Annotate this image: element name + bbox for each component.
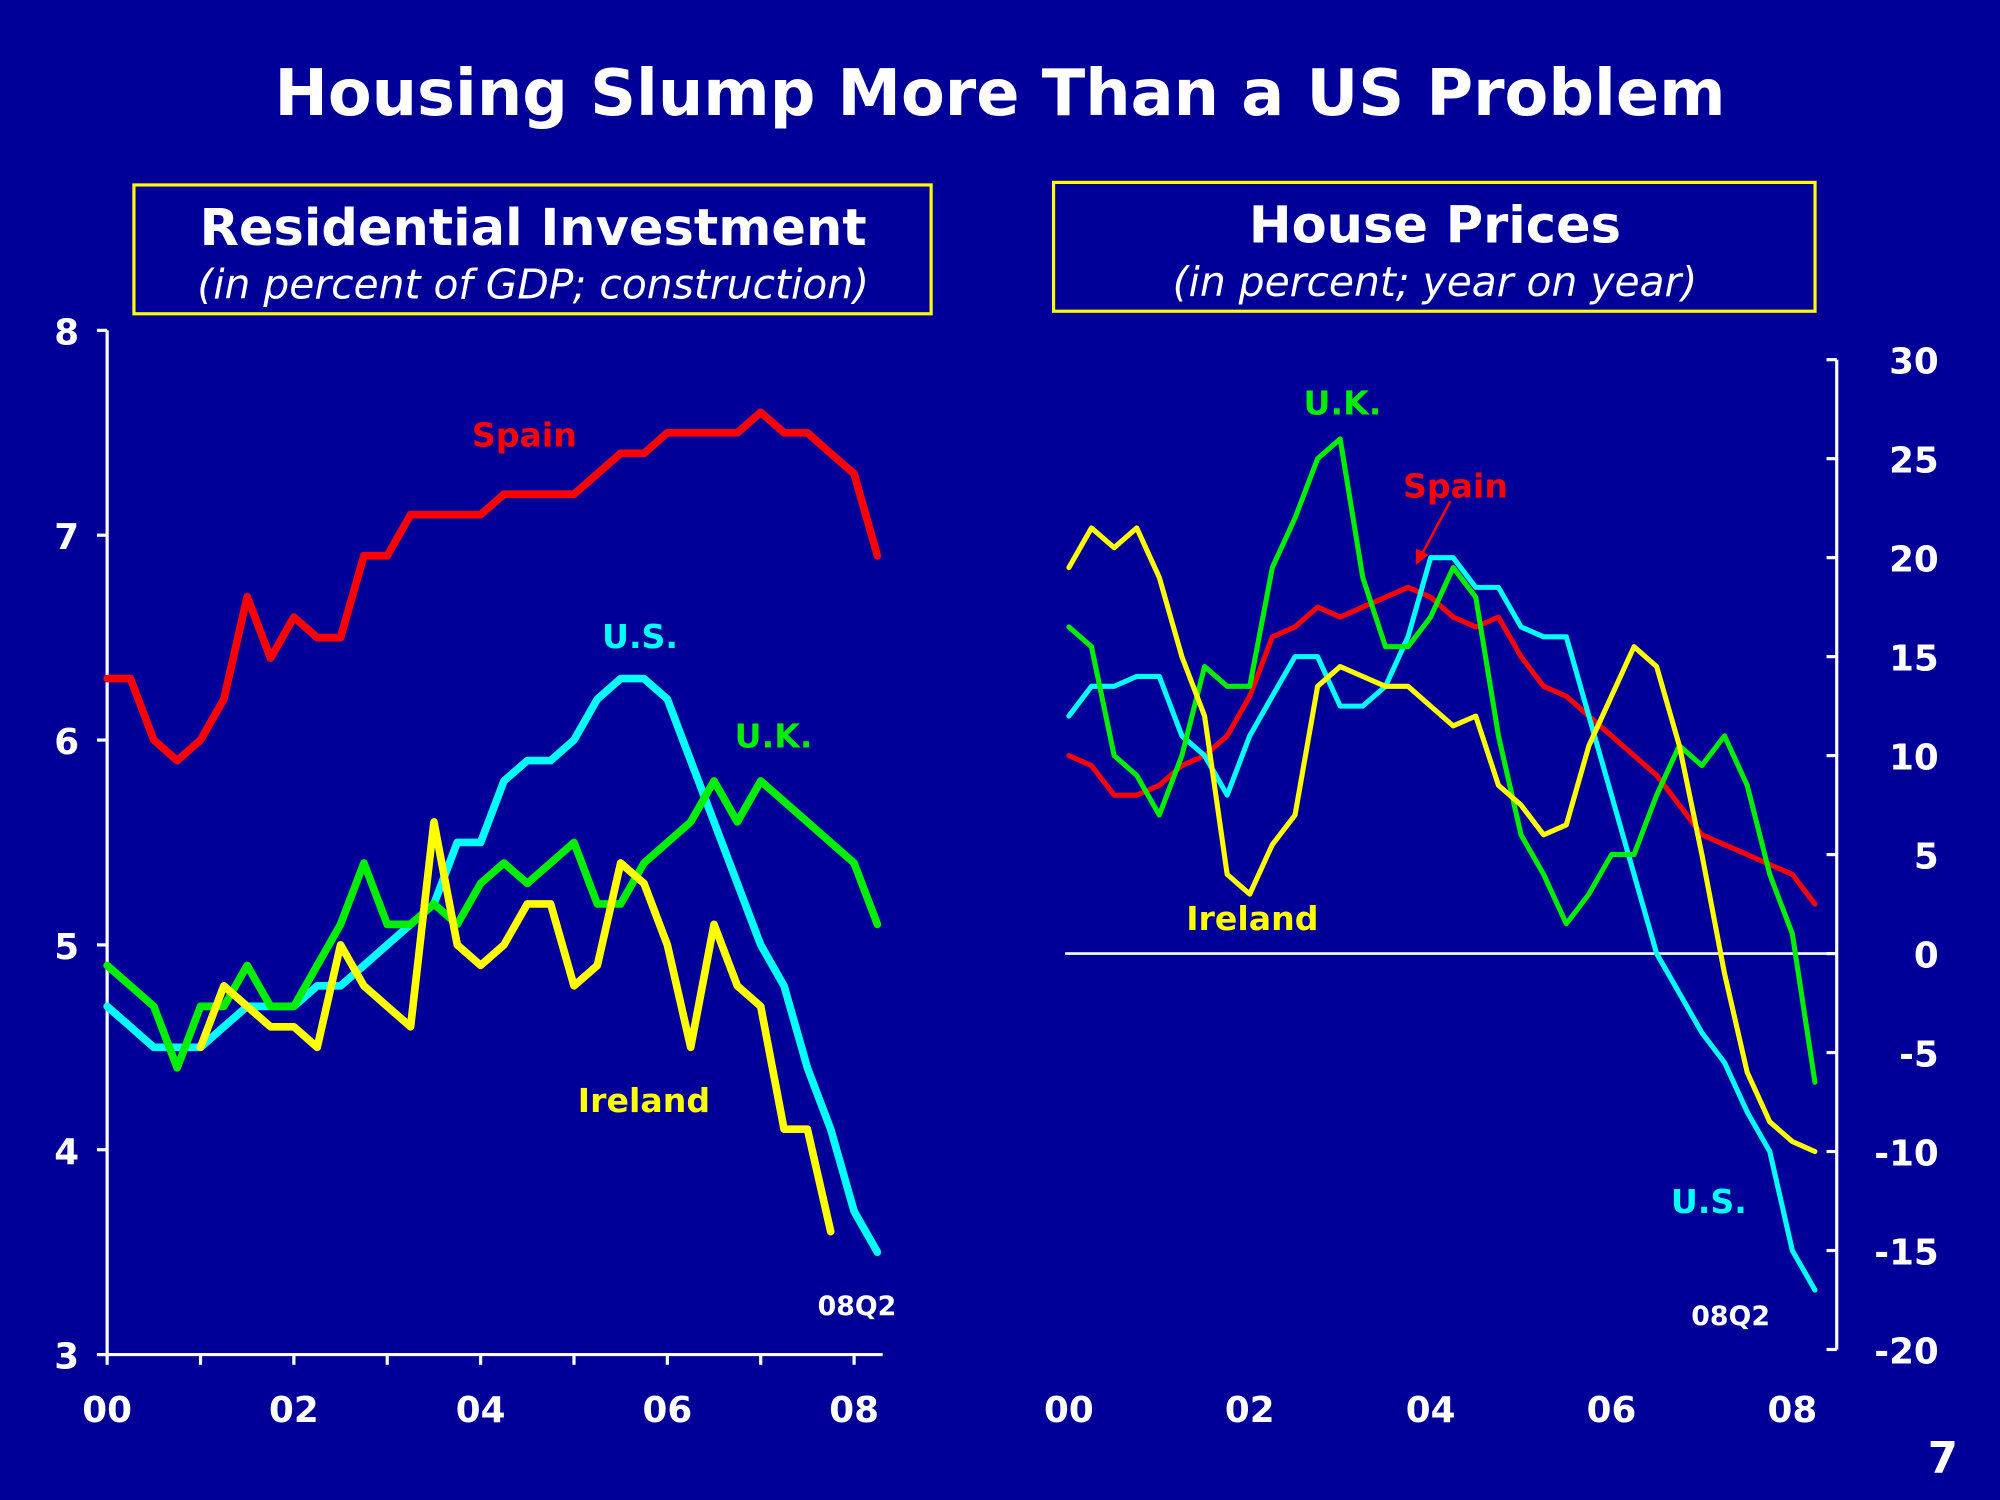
x-tick-label: 06	[1587, 1390, 1637, 1431]
x-tick-label: 02	[269, 1390, 319, 1431]
x-tick-label: 08	[829, 1390, 879, 1431]
y-tick-label: 30	[1889, 342, 1939, 383]
x-tick-label: 04	[456, 1390, 506, 1431]
y-tick-label: 25	[1889, 441, 1939, 482]
right-label-us: U.S.	[1671, 1182, 1747, 1221]
series-line-spain	[1066, 584, 1818, 907]
right-chart: -20 -15 -10 -5 0 5 10 15 20 25 30 00 02 04 06 08	[1044, 342, 1939, 1431]
left-chart-title: Residential Investment	[200, 199, 867, 258]
right-label-spain: Spain	[1403, 466, 1508, 505]
series-line-us	[103, 674, 882, 1256]
left-title-box	[132, 183, 933, 316]
y-tick-label: -10	[1874, 1134, 1939, 1175]
right-label-uk: U.K.	[1304, 384, 1382, 423]
right-title-box	[1051, 180, 1817, 313]
left-chart-subtitle: (in percent of GDP; construction)	[197, 260, 869, 308]
left-label-spain: Spain	[472, 415, 577, 454]
y-tick-label: 5	[1914, 837, 1939, 878]
y-tick-label: -5	[1899, 1035, 1939, 1076]
series-line-ireland	[1066, 525, 1818, 1155]
left-label-us: U.S.	[602, 617, 678, 656]
series-line-ireland	[196, 818, 835, 1236]
y-tick-label: 4	[54, 1132, 79, 1173]
x-tick-label: 04	[1406, 1390, 1456, 1431]
x-tick-label: 00	[1044, 1390, 1094, 1431]
right-chart-subtitle: (in percent; year on year)	[1173, 258, 1698, 306]
slide-title: Housing Slump More Than a US Problem	[274, 57, 1725, 131]
x-tick-label: 08	[1768, 1390, 1818, 1431]
x-tick-label: 02	[1225, 1390, 1275, 1431]
y-tick-label: 0	[1914, 936, 1939, 977]
series-line-uk	[1066, 436, 1818, 1085]
left-label-ireland: Ireland	[578, 1081, 710, 1120]
y-tick-label: 3	[54, 1337, 79, 1378]
x-tick-label: 00	[82, 1390, 132, 1431]
y-tick-label: 20	[1889, 540, 1939, 581]
right-label-ireland: Ireland	[1186, 899, 1318, 938]
y-tick-label: 7	[54, 517, 79, 558]
right-chart-title: House Prices	[1249, 196, 1621, 255]
series-line-us	[1066, 555, 1818, 1293]
right-end-label: 08Q2	[1691, 1301, 1770, 1332]
series-line-uk	[103, 777, 882, 1072]
x-tick-label: 06	[643, 1390, 693, 1431]
left-label-uk: U.K.	[735, 716, 813, 755]
page-number: 7	[1928, 1434, 1958, 1484]
y-tick-label: -20	[1874, 1332, 1939, 1373]
y-tick-label: 5	[54, 927, 79, 968]
spain-arrowhead	[1415, 548, 1429, 566]
left-chart: 3 4 5 6 7 8 00 02 04 06 08	[54, 312, 883, 1431]
series-line-spain	[103, 408, 882, 765]
spain-arrow	[1419, 500, 1452, 557]
y-tick-label: -15	[1874, 1233, 1939, 1274]
y-tick-label: 6	[54, 722, 79, 763]
y-tick-label: 15	[1889, 639, 1939, 680]
left-end-label: 08Q2	[818, 1291, 897, 1322]
y-tick-label: 10	[1889, 738, 1939, 779]
y-tick-label: 8	[54, 312, 79, 353]
